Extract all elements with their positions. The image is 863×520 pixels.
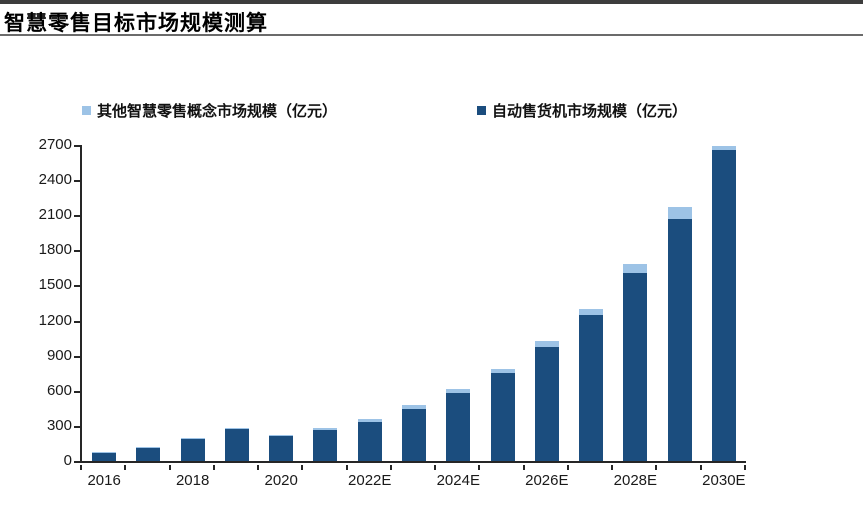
bar-2017-vending-segment: [136, 447, 161, 461]
x-tick-mark-4: [257, 465, 260, 470]
bar-2029E-other-segment: [667, 207, 692, 220]
bar-2018-other-segment: [180, 437, 205, 439]
x-tick-label-2022E: 2022E: [348, 472, 392, 489]
bar-2022E-vending-segment: [357, 422, 382, 461]
x-tick-label-2020: 2020: [264, 472, 298, 489]
x-tick-mark-2: [168, 465, 171, 470]
top-accent-bar: [0, 0, 863, 4]
bar-2021-other-segment: [313, 428, 338, 430]
plot-area: [80, 145, 746, 463]
legend-item-vending-machine: 自动售货机市场规模（亿元）: [477, 100, 687, 121]
y-tick-mark-1800: [74, 250, 80, 253]
y-tick-mark-1500: [74, 285, 80, 288]
bar-2016-vending-segment: [92, 452, 117, 461]
y-tick-label-0: 0: [63, 452, 72, 469]
bar-2024E-other-segment: [446, 389, 471, 394]
bar-2025E-vending-segment: [490, 373, 515, 461]
bar-2024E-vending-segment: [446, 393, 471, 461]
y-tick-label-2400: 2400: [38, 171, 72, 189]
y-tick-mark-2100: [74, 215, 80, 218]
x-tick-label-2026E: 2026E: [525, 472, 569, 489]
y-tick-label-2100: 2100: [38, 206, 72, 224]
y-tick-mark-1200: [74, 320, 80, 323]
bar-2021-vending-segment: [313, 429, 338, 461]
y-tick-label-2700: 2700: [38, 136, 72, 153]
x-tick-mark-1: [124, 465, 127, 470]
y-tick-label-900: 900: [46, 346, 72, 364]
bar-2017-other-segment: [136, 446, 161, 448]
y-tick-label-600: 600: [46, 381, 72, 399]
x-tick-mark-6: [345, 465, 348, 470]
y-tick-label-1500: 1500: [38, 276, 72, 294]
x-tick-mark-9: [478, 465, 481, 470]
bar-2020-other-segment: [269, 435, 294, 437]
legend-item-other-smart-retail: 其他智慧零售概念市场规模（亿元）: [82, 100, 337, 121]
x-tick-mark-14: [699, 465, 702, 470]
y-tick-mark-2400: [74, 180, 80, 183]
x-tick-mark-3: [212, 465, 215, 470]
bar-2018-vending-segment: [180, 438, 205, 461]
bar-2023E-vending-segment: [402, 408, 426, 461]
y-tick-mark-300: [74, 425, 80, 428]
x-tick-mark-5: [301, 465, 304, 470]
bar-2022E-other-segment: [357, 419, 382, 423]
x-tick-mark-15: [744, 465, 746, 470]
bar-2026E-other-segment: [534, 341, 559, 347]
x-tick-label-2018: 2018: [175, 472, 210, 489]
bar-2023E-other-segment: [402, 405, 426, 409]
x-tick-mark-7: [389, 465, 392, 470]
bar-2027E-vending-segment: [579, 315, 604, 461]
bar-2019-vending-segment: [224, 429, 249, 461]
y-tick-label-300: 300: [46, 416, 72, 434]
x-tick-mark-13: [655, 465, 658, 470]
bar-2016-other-segment: [92, 452, 117, 453]
chart-legend: 其他智慧零售概念市场规模（亿元） 自动售货机市场规模（亿元）: [0, 100, 863, 120]
bar-2019-other-segment: [224, 427, 249, 430]
bar-2020-vending-segment: [269, 436, 294, 461]
x-tick-mark-11: [566, 465, 569, 470]
y-tick-mark-600: [74, 390, 80, 393]
bar-2028E-vending-segment: [623, 272, 648, 461]
legend-swatch-other-icon: [82, 106, 91, 115]
y-tick-label-1800: 1800: [38, 241, 72, 259]
y-tick-label-1200: 1200: [38, 311, 72, 329]
x-tick-mark-8: [434, 465, 437, 470]
bar-2030E-other-segment: [711, 146, 736, 150]
bar-2030E-vending-segment: [711, 149, 736, 461]
x-tick-label-2024E: 2024E: [436, 472, 480, 489]
page-title: 智慧零售目标市场规模测算: [4, 12, 268, 35]
bar-2026E-vending-segment: [534, 346, 559, 461]
bar-2028E-other-segment: [623, 263, 648, 273]
bar-2027E-other-segment: [579, 308, 604, 316]
y-tick-mark-900: [74, 355, 80, 358]
legend-swatch-vending-icon: [477, 106, 486, 115]
legend-label-other: 其他智慧零售概念市场规模（亿元）: [97, 103, 338, 120]
x-tick-mark-12: [611, 465, 614, 470]
x-tick-mark-10: [522, 465, 525, 470]
bar-2025E-other-segment: [490, 368, 515, 374]
y-tick-mark-0: [74, 461, 80, 463]
x-tick-label-2016: 2016: [87, 472, 121, 489]
legend-label-vending: 自动售货机市场规模（亿元）: [492, 103, 688, 120]
x-tick-label-2028E: 2028E: [613, 472, 658, 489]
title-underline-rule: [0, 34, 863, 36]
bar-2029E-vending-segment: [667, 219, 692, 461]
y-tick-mark-2700: [74, 145, 80, 147]
x-tick-label-2030E: 2030E: [702, 472, 746, 489]
x-tick-mark-0: [80, 465, 82, 470]
